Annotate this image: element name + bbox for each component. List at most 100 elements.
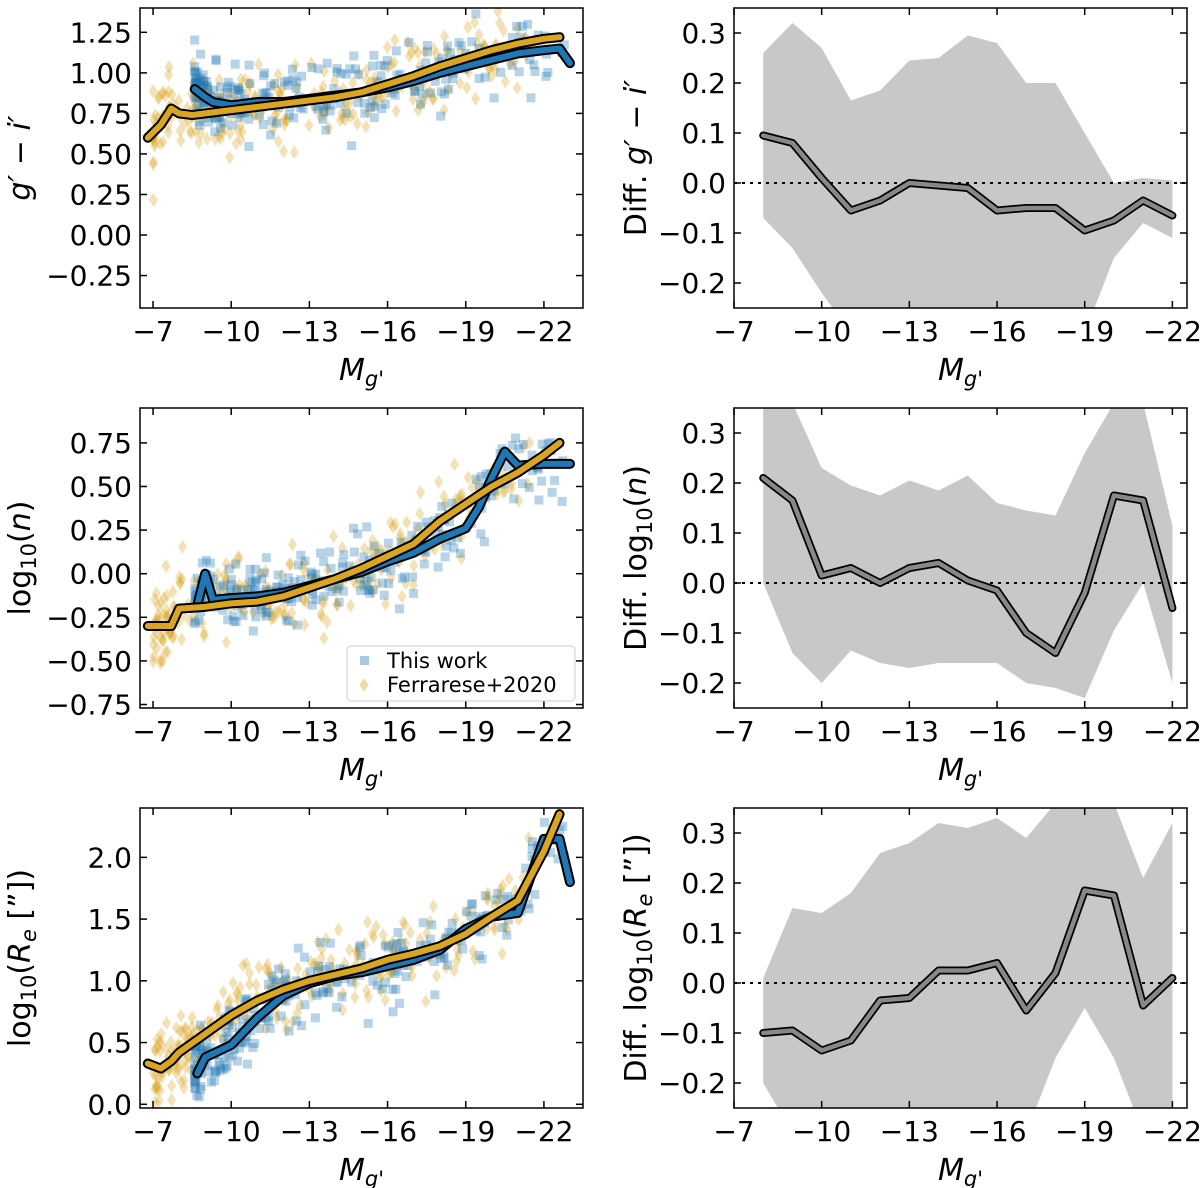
this-work-point bbox=[523, 19, 533, 29]
this-work-point bbox=[192, 73, 202, 83]
this-work-point bbox=[240, 994, 250, 1004]
y-label-R: R bbox=[619, 906, 654, 927]
ferrarese-point bbox=[148, 157, 158, 172]
this-work-point bbox=[266, 81, 276, 91]
ferrarese-point bbox=[164, 59, 174, 74]
ferrarese-point bbox=[378, 927, 388, 942]
this-work-point bbox=[306, 567, 316, 577]
this-work-point bbox=[479, 537, 489, 547]
ferrarese-point bbox=[370, 70, 380, 85]
ferrarese-point bbox=[401, 576, 411, 591]
this-work-point bbox=[236, 585, 246, 595]
y-tick-label: 0.1 bbox=[681, 517, 726, 550]
ferrarese-point bbox=[468, 944, 478, 959]
y-tick-label: 0.00 bbox=[70, 558, 132, 591]
this-work-point bbox=[518, 439, 528, 449]
this-work-point bbox=[312, 990, 322, 1000]
ferrarese-point bbox=[231, 581, 241, 596]
ferrarese-point bbox=[467, 480, 477, 495]
ferrarese-point bbox=[161, 609, 171, 624]
ferrarese-point bbox=[449, 963, 459, 978]
x-axis-label: Mg' bbox=[938, 353, 983, 391]
this-work-point bbox=[541, 71, 551, 81]
this-work-point bbox=[292, 1016, 302, 1026]
ferrarese-point bbox=[235, 81, 245, 96]
this-work-point bbox=[319, 101, 329, 111]
this-work-point bbox=[256, 574, 266, 584]
this-work-point bbox=[255, 1024, 265, 1034]
ferrarese-point bbox=[432, 968, 442, 983]
y-label-paren: ( bbox=[3, 963, 38, 975]
this-work-point bbox=[353, 97, 363, 107]
this-work-point bbox=[516, 32, 526, 42]
ferrarese-point bbox=[254, 960, 264, 975]
y-label-sub: 10 bbox=[17, 975, 41, 1002]
y-axis-label-text: log10(Re [”]) bbox=[3, 869, 41, 1047]
ferrarese-point bbox=[265, 967, 275, 982]
ferrarese-point bbox=[199, 73, 209, 88]
ferrarese-point bbox=[500, 918, 510, 933]
this-work-point bbox=[318, 987, 328, 997]
ferrarese-point bbox=[483, 886, 493, 901]
ferrarese-point bbox=[253, 57, 263, 72]
ferrarese-point bbox=[484, 61, 494, 76]
ferrarese-point bbox=[151, 586, 161, 601]
this-work-point bbox=[546, 438, 556, 448]
this-work-point bbox=[194, 117, 204, 127]
this-work-point bbox=[194, 615, 204, 625]
this-work-point bbox=[393, 966, 403, 976]
ferrarese-point bbox=[156, 656, 166, 671]
this-work-point bbox=[228, 611, 238, 621]
this-work-point bbox=[511, 433, 521, 443]
ferrarese-point bbox=[157, 607, 167, 622]
this-work-point bbox=[359, 552, 369, 562]
this-work-point bbox=[372, 980, 382, 990]
y-label-R: R bbox=[3, 942, 38, 963]
ferrarese-point bbox=[189, 573, 199, 588]
this-work-point bbox=[318, 988, 328, 998]
ferrarese-point bbox=[500, 483, 510, 498]
plot-area bbox=[734, 808, 1187, 1108]
this-work-point bbox=[247, 577, 257, 587]
x-axis-label: Mg' bbox=[938, 1153, 983, 1188]
this-work-point bbox=[332, 63, 342, 73]
ferrarese-point bbox=[391, 103, 401, 118]
ferrarese-point bbox=[148, 637, 158, 652]
this-work-point bbox=[350, 64, 360, 74]
this-work-point bbox=[263, 979, 273, 989]
this-work-point bbox=[238, 1014, 248, 1024]
this-work-point bbox=[325, 938, 335, 948]
ferrarese-point bbox=[332, 597, 342, 612]
ferrarese-point bbox=[232, 985, 242, 1000]
this-work-point bbox=[192, 573, 202, 583]
ferrarese-point bbox=[484, 60, 494, 75]
y-label-log: log bbox=[3, 570, 38, 616]
this-work-point bbox=[545, 848, 555, 858]
this-work-point bbox=[391, 984, 401, 994]
y-label-paren: ( bbox=[619, 496, 654, 508]
this-work-point bbox=[321, 125, 331, 135]
this-work-point bbox=[190, 67, 200, 77]
this-work-point bbox=[250, 1038, 260, 1048]
ferrarese-point bbox=[277, 81, 287, 96]
ferrarese-point bbox=[311, 956, 321, 971]
this-work-point bbox=[413, 522, 423, 532]
this-work-point bbox=[419, 559, 429, 569]
this-work-point bbox=[198, 98, 208, 108]
ferrarese-point bbox=[316, 607, 326, 622]
this-work-point bbox=[380, 61, 390, 71]
ferrarese-point bbox=[216, 131, 226, 146]
y-label-e: e bbox=[17, 929, 41, 942]
this-work-point bbox=[214, 93, 224, 103]
ferrarese-point bbox=[149, 630, 159, 645]
x-tick-label: −22 bbox=[1143, 715, 1200, 748]
ferrarese-point bbox=[168, 631, 178, 646]
this-work-point bbox=[336, 69, 346, 79]
this-work-point bbox=[244, 114, 254, 124]
this-work-point bbox=[192, 1120, 201, 1129]
this-work-point bbox=[195, 81, 205, 91]
this-work-point bbox=[259, 568, 269, 578]
ferrarese-point bbox=[238, 958, 248, 973]
this-work-point bbox=[449, 543, 459, 553]
ferrarese-point bbox=[415, 506, 425, 521]
